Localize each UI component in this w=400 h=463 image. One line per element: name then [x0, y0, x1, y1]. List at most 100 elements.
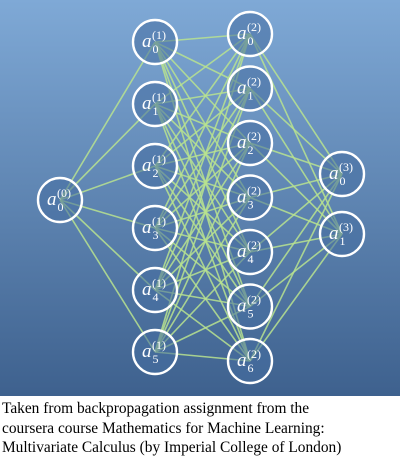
node-layer1-1: a1(1) — [131, 80, 179, 128]
node-layer2-4: a4(2) — [226, 228, 274, 276]
node-circle — [226, 119, 274, 167]
edge-l1n5-l2n2 — [154, 142, 251, 353]
edge-l0n0-l1n5 — [59, 199, 156, 353]
node-label-subscript: 1 — [340, 234, 346, 248]
node-layer0-0: a0(0) — [36, 176, 84, 224]
edge-l2n6-l3n0 — [249, 173, 343, 362]
node-circle — [36, 176, 84, 224]
node-label: a3(1) — [142, 214, 166, 242]
node-label-superscript: (2) — [247, 293, 261, 307]
caption-line-1: Taken from backpropagation assignment fr… — [2, 400, 310, 417]
node-layer3-1: a1(3) — [318, 210, 366, 258]
node-label: a4(2) — [237, 238, 261, 266]
node-label: a3(2) — [237, 184, 261, 212]
node-label-base: a — [142, 217, 152, 238]
node-layer1-0: a0(1) — [131, 18, 179, 66]
node-layer2-5: a5(2) — [226, 283, 274, 330]
node-circle — [226, 228, 274, 276]
node-label: a2(2) — [237, 129, 261, 157]
node-label-superscript: (1) — [152, 338, 166, 352]
node-label-subscript: 5 — [248, 307, 254, 321]
node-label-superscript: (1) — [152, 90, 166, 104]
node-circle — [226, 174, 274, 221]
node-label-subscript: 2 — [153, 166, 159, 180]
node-label: a5(2) — [237, 293, 261, 321]
node-circle — [226, 283, 274, 330]
caption-line-3: Multivariate Calculus (by Imperial Colle… — [2, 439, 342, 456]
node-label-superscript: (1) — [152, 28, 166, 42]
node-label: a2(1) — [142, 152, 166, 180]
node-circle — [226, 337, 274, 385]
node-layer2-2: a2(2) — [226, 119, 274, 167]
edge-l1n0-l2n3 — [154, 41, 251, 198]
node-layer1-3: a3(1) — [131, 204, 179, 252]
node-label-subscript: 0 — [58, 200, 64, 214]
node-layer3-0: a0(3) — [318, 150, 366, 198]
node-label-base: a — [142, 93, 152, 114]
node-label-base: a — [237, 132, 247, 153]
edge-l1n2-l2n5 — [154, 165, 251, 307]
node-label-base: a — [237, 187, 247, 208]
node-label-superscript: (1) — [152, 214, 166, 228]
node-circle — [131, 142, 179, 190]
node-label-superscript: (3) — [339, 160, 353, 174]
node-label-subscript: 0 — [153, 42, 159, 56]
node-label: a5(1) — [142, 338, 166, 366]
edge-l1n1-l2n4 — [154, 103, 251, 253]
node-label-superscript: (3) — [339, 220, 353, 234]
edge-l1n1-l2n5 — [154, 103, 251, 307]
edge-l1n5-l2n3 — [154, 197, 251, 353]
node-label-superscript: (2) — [247, 347, 261, 361]
node-label-subscript: 1 — [248, 89, 254, 103]
node-label-base: a — [237, 296, 247, 317]
node-label-subscript: 0 — [248, 34, 254, 48]
edge-l1n4-l2n2 — [154, 142, 251, 291]
node-label-base: a — [237, 23, 247, 44]
node-label-superscript: (1) — [152, 276, 166, 290]
node-label-base: a — [142, 341, 152, 362]
node-label-base: a — [237, 78, 247, 99]
node-circle — [226, 65, 274, 112]
node-label-base: a — [329, 223, 339, 244]
node-layer1-5: a5(1) — [131, 328, 179, 376]
node-label: a0(2) — [237, 20, 261, 48]
node-label-superscript: (2) — [247, 238, 261, 252]
edge-l1n3-l2n6 — [154, 227, 251, 362]
edge-l1n2-l2n6 — [154, 165, 251, 362]
node-circle — [318, 210, 366, 258]
node-circle — [131, 18, 179, 66]
caption-line-2: coursera course Mathematics for Machine … — [2, 419, 325, 437]
edge-l2n0-l3n0 — [249, 33, 343, 175]
node-label-subscript: 2 — [248, 143, 254, 157]
node-circle — [131, 266, 179, 314]
node-label-subscript: 6 — [248, 361, 254, 375]
node-label-subscript: 3 — [248, 198, 254, 212]
node-label-base: a — [142, 31, 152, 52]
edge-l1n0-l2n4 — [154, 41, 251, 253]
edge-l2n5-l3n0 — [249, 173, 343, 307]
node-label-subscript: 4 — [153, 290, 159, 304]
edge-l1n3-l2n0 — [154, 33, 251, 229]
node-label-superscript: (2) — [247, 184, 261, 198]
node-label-base: a — [142, 279, 152, 300]
edge-l0n0-l1n0 — [59, 41, 156, 201]
node-label-superscript: (2) — [247, 75, 261, 89]
node-label-subscript: 1 — [153, 104, 159, 118]
node-label: a6(2) — [237, 347, 261, 375]
node-label-base: a — [237, 241, 247, 262]
edge-l2n1-l3n1 — [249, 88, 343, 235]
edge-l1n3-l2n1 — [154, 88, 251, 229]
node-label-subscript: 5 — [153, 352, 159, 366]
node-label-base: a — [237, 350, 247, 371]
node-label-subscript: 4 — [248, 252, 254, 266]
edge-l2n0-l3n1 — [249, 33, 343, 235]
node-circle — [131, 80, 179, 128]
node-layer2-3: a3(2) — [226, 174, 274, 221]
nodes: a0(0)a0(1)a1(1)a2(1)a3(1)a4(1)a5(1)a0(2)… — [36, 10, 366, 385]
node-label-superscript: (2) — [247, 20, 261, 34]
node-label: a1(2) — [237, 75, 261, 103]
edge-l1n2-l2n0 — [154, 33, 251, 167]
node-layer2-0: a0(2) — [226, 10, 274, 58]
node-label: a0(0) — [47, 186, 71, 214]
node-label: a4(1) — [142, 276, 166, 304]
